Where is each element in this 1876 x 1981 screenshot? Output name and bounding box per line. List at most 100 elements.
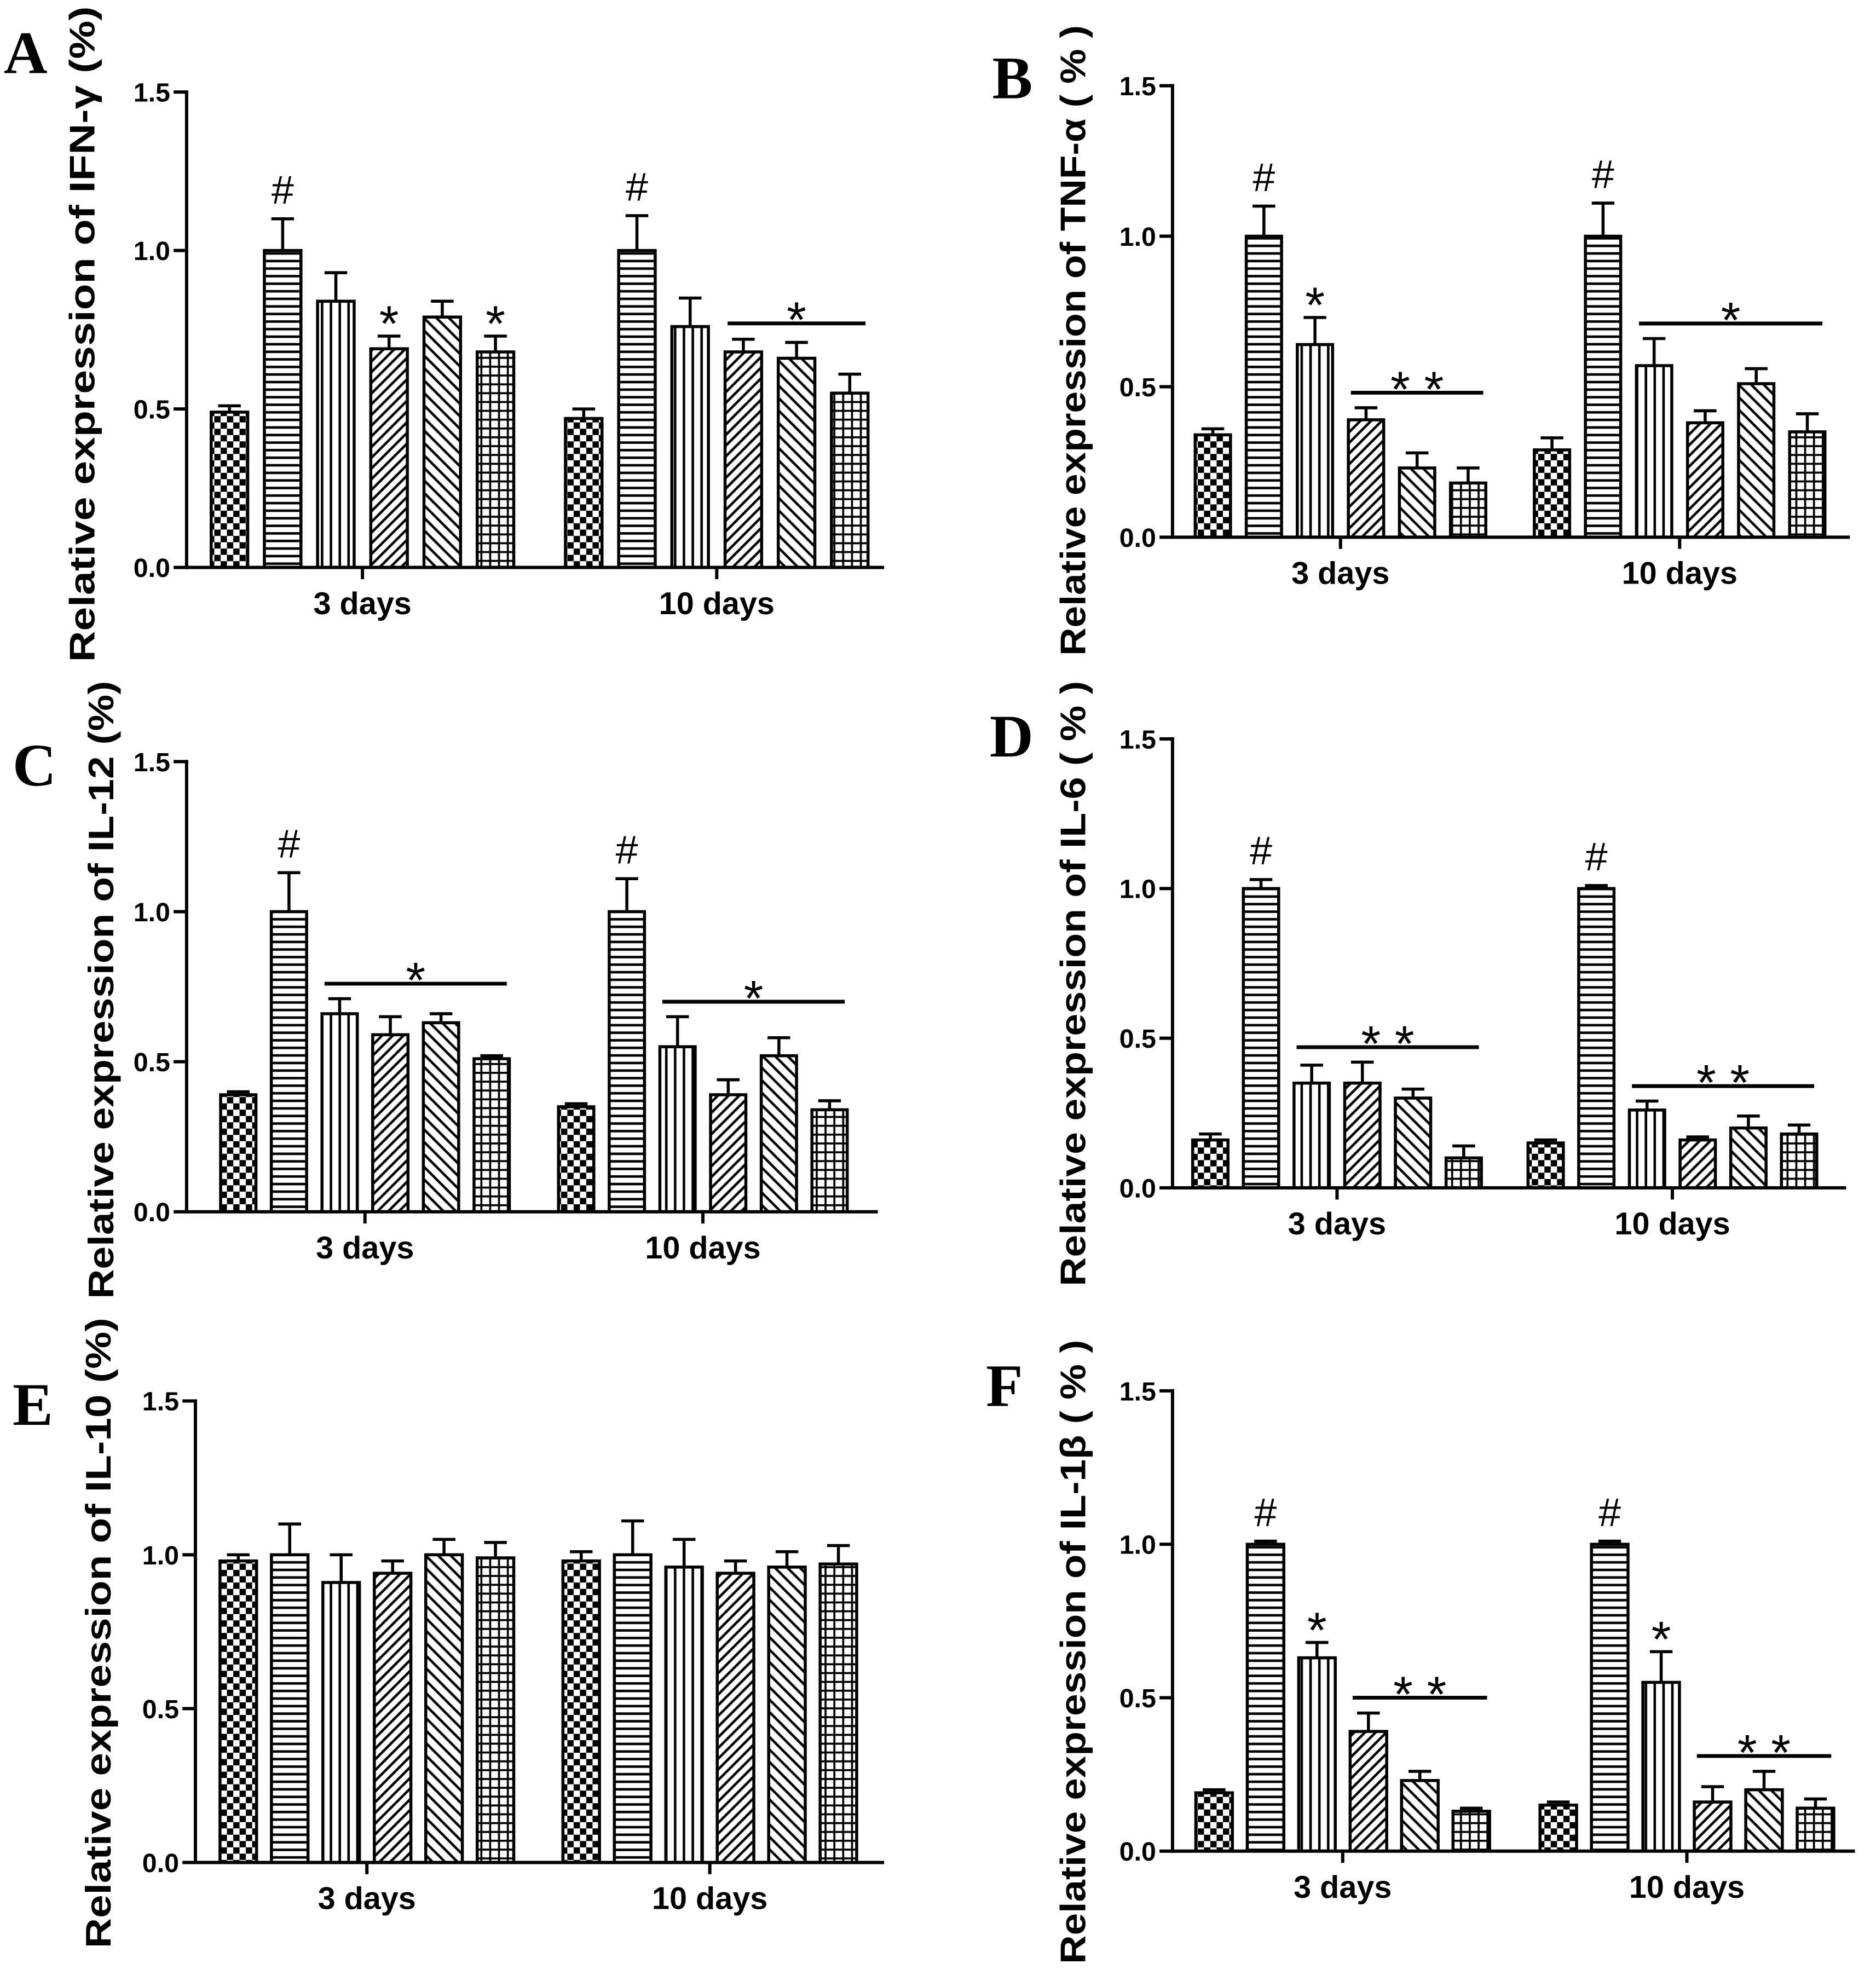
- y-tick-label: 0.0: [1119, 1174, 1156, 1203]
- significance-star: * *: [1696, 1054, 1750, 1111]
- bar: [1244, 234, 1283, 539]
- bar: [1796, 1806, 1835, 1853]
- bar: [422, 1021, 460, 1214]
- bar: [818, 1562, 858, 1864]
- bar: [759, 1054, 798, 1214]
- y-tick-label: 1.0: [142, 1541, 179, 1570]
- y-tick-label: 1.5: [142, 1387, 179, 1417]
- y-tick-label: 1.5: [1119, 72, 1156, 101]
- significance-star: * *: [1738, 1724, 1791, 1781]
- significance-star: * *: [1361, 1015, 1414, 1072]
- significance-star: * *: [1393, 1666, 1446, 1723]
- bar: [1343, 1081, 1382, 1189]
- x-tick-label: 3 days: [318, 1881, 416, 1916]
- y-tick-label: 1.0: [134, 236, 170, 266]
- significance-hash: #: [1250, 828, 1272, 873]
- bar: [1678, 1138, 1717, 1189]
- bar: [210, 411, 250, 569]
- y-tick-label: 0.5: [1119, 373, 1156, 402]
- panel-e: E Relative expression of IL-10 (%) 0.0 0.5 1…: [13, 1318, 885, 1948]
- x-tick-label: 10 days: [1629, 1870, 1745, 1905]
- y-tick-label: 0.5: [1119, 1024, 1156, 1054]
- bar: [1444, 1156, 1483, 1189]
- bar: [218, 1559, 258, 1864]
- y-tick-label: 0.0: [134, 553, 170, 583]
- bar: [1635, 364, 1673, 539]
- bar: [422, 315, 463, 569]
- significance-star: *: [379, 296, 399, 352]
- bar: [617, 249, 657, 569]
- significance-star: *: [787, 292, 806, 348]
- bar: [830, 391, 870, 569]
- bar: [608, 910, 647, 1214]
- bar: [1788, 430, 1827, 539]
- bar: [316, 299, 356, 569]
- bar: [723, 350, 764, 569]
- y-tick-label: 1.5: [1119, 1377, 1156, 1406]
- significance-hash: #: [278, 821, 300, 867]
- significance-hash: #: [1598, 1489, 1621, 1535]
- bar: [321, 1581, 361, 1864]
- bar: [320, 1012, 359, 1214]
- bar: [1193, 433, 1232, 539]
- bar: [1685, 421, 1724, 539]
- bar: [1693, 1800, 1733, 1853]
- y-tick-label: 0.5: [134, 395, 170, 425]
- bar: [1448, 481, 1487, 539]
- y-axis-label: Relative expression of IL-10 (%): [79, 1318, 118, 1948]
- significance-hash: #: [1585, 834, 1608, 879]
- bar: [1451, 1810, 1491, 1853]
- bar: [424, 1553, 464, 1864]
- significance-star: *: [1307, 1602, 1327, 1659]
- significance-hash: #: [1592, 151, 1614, 197]
- y-tick-label: 0.5: [134, 1048, 170, 1077]
- significance-star: *: [744, 970, 764, 1026]
- y-tick-label: 1.0: [1119, 222, 1156, 252]
- panel-label: A: [4, 19, 48, 86]
- bar: [1744, 1788, 1784, 1853]
- panel-f: F Relative expression of IL-1β ( % ) 0.0 0.…: [986, 1340, 1855, 1964]
- significance-star: *: [406, 952, 425, 1008]
- x-tick-label: 10 days: [1614, 1206, 1730, 1241]
- y-tick-label: 1.5: [134, 78, 170, 108]
- y-axis-label: Relative expression of IL-1β ( % ): [1054, 1340, 1093, 1964]
- bar: [1526, 1141, 1565, 1189]
- bar: [1538, 1803, 1578, 1853]
- panel-label: C: [13, 731, 56, 799]
- bar: [1398, 466, 1436, 539]
- significance-star: *: [1721, 292, 1741, 348]
- panel-label: D: [990, 702, 1034, 770]
- bar: [1194, 1791, 1234, 1853]
- y-tick-label: 1.0: [1119, 1530, 1156, 1560]
- bar: [561, 1559, 601, 1864]
- bar: [715, 1572, 755, 1864]
- bar: [270, 1553, 310, 1864]
- bar: [1737, 382, 1776, 539]
- bar: [1780, 1132, 1819, 1189]
- bar: [1245, 1543, 1286, 1853]
- bar: [263, 249, 303, 569]
- x-tick-label: 10 days: [1622, 556, 1738, 591]
- y-tick-label: 1.0: [1119, 875, 1156, 904]
- y-tick-label: 1.5: [1119, 725, 1156, 754]
- y-tick-label: 1.5: [134, 748, 170, 777]
- bar: [1577, 887, 1616, 1189]
- y-tick-label: 0.0: [1119, 523, 1156, 553]
- bar: [1297, 1656, 1337, 1853]
- panel-label: F: [986, 1352, 1023, 1419]
- y-tick-label: 0.0: [142, 1849, 179, 1878]
- bar: [1394, 1096, 1433, 1189]
- bar: [1729, 1126, 1768, 1189]
- bar: [1584, 234, 1623, 539]
- y-axis-label: Relative expression of IL-12 (%): [82, 681, 121, 1299]
- bar: [475, 350, 516, 569]
- bar: [709, 1093, 748, 1214]
- significance-hash: #: [1252, 154, 1275, 200]
- bar: [767, 1566, 807, 1864]
- bar: [564, 417, 604, 569]
- significance-hash: #: [626, 164, 648, 209]
- bar: [371, 1033, 410, 1214]
- bar: [1347, 418, 1386, 539]
